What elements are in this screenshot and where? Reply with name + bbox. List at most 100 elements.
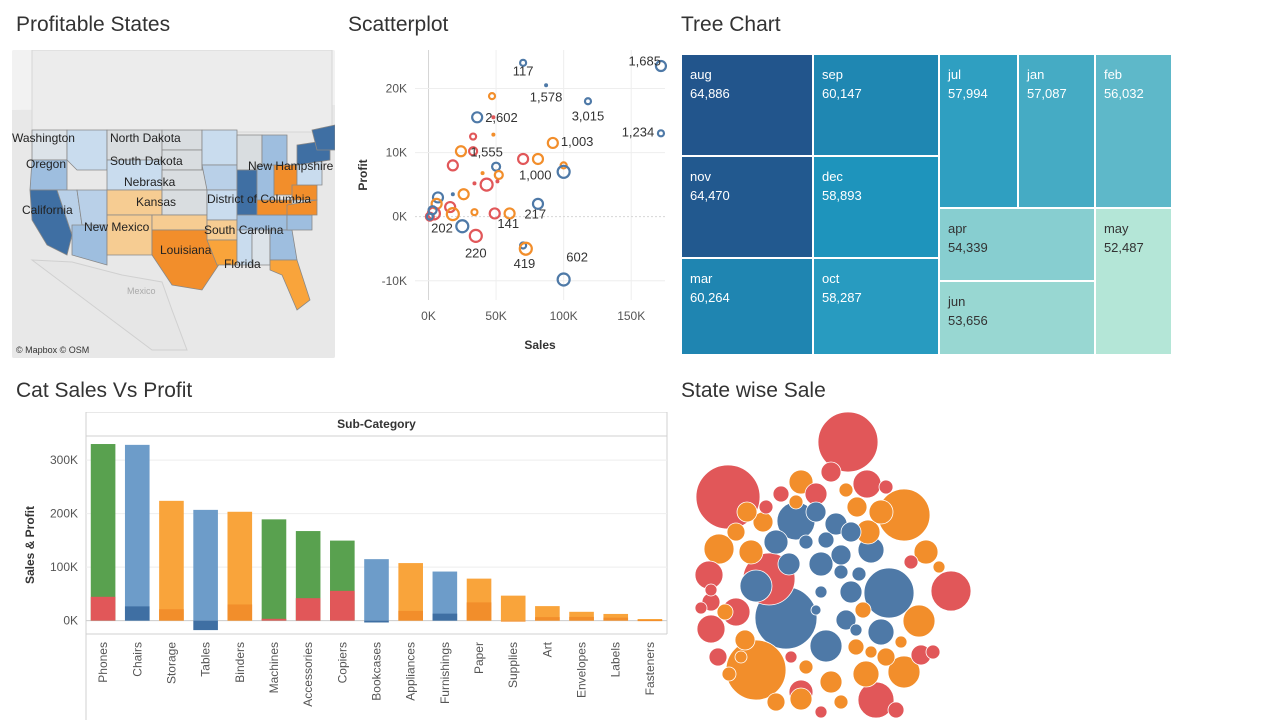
scatter-x-tick: 150K	[617, 309, 645, 323]
map-state-labels: Washington North Dakota Oregon South Dak…	[12, 131, 334, 271]
treemap-value-label: 64,470	[690, 188, 730, 203]
scatter-data-label: 202	[431, 221, 453, 236]
state-north-carolina	[286, 199, 318, 216]
treemap-cell-feb[interactable]: feb 56,032	[1094, 54, 1172, 209]
state-bubble	[726, 522, 746, 542]
scatter-point	[491, 132, 496, 137]
scatter-point	[445, 207, 460, 222]
bar-y-label: Sales & Profit	[23, 506, 37, 584]
bar-category-label: Storage	[164, 642, 178, 684]
scatter-point	[457, 188, 470, 201]
bar-profit	[466, 602, 492, 621]
scatter-point	[546, 136, 559, 150]
treemap-cell-dec[interactable]: dec 58,893	[812, 156, 939, 259]
state-bubble	[777, 552, 801, 576]
map-label: New Mexico	[84, 220, 150, 234]
treemap-cell-oct[interactable]: oct 58,287	[812, 258, 939, 355]
treemap-cell-mar[interactable]: mar 60,264	[681, 258, 813, 355]
bar-category-label: Paper	[472, 642, 486, 674]
treemap-month-label: jan	[1026, 67, 1045, 82]
state-bubble	[847, 638, 865, 656]
scatter-point	[472, 181, 477, 186]
scatter-data-label: 220	[465, 246, 487, 261]
map-credit: © Mapbox © OSM	[16, 345, 90, 355]
scatter-chart[interactable]: 0K 50K 100K 150K -10K 0K 10K 20K Sales Profit 117 1…	[340, 45, 670, 365]
bar-profit	[535, 617, 560, 621]
state-bubble	[902, 604, 936, 638]
state-bubble	[840, 521, 862, 543]
treemap-month-label: mar	[690, 271, 713, 287]
state-bubble	[838, 482, 854, 498]
treemap-value-label: 60,147	[821, 86, 862, 101]
bar-category-label: Fasteners	[643, 642, 657, 695]
treemap-month-label: aug	[690, 67, 712, 82]
profitable-states-map[interactable]: Washington North Dakota Oregon South Dak…	[12, 50, 335, 358]
treemap-cell-may[interactable]: may 52,487	[1094, 208, 1172, 355]
state-bubble	[798, 659, 814, 675]
scatter-y-tick: -10K	[382, 274, 407, 288]
state-bubble	[930, 570, 972, 612]
state-bubble	[830, 544, 852, 566]
scatter-data-label: 1,003	[561, 134, 594, 149]
state-bubble	[903, 554, 919, 570]
bar-profit	[432, 613, 458, 621]
scatter-y-tick: 10K	[386, 146, 407, 160]
bar-sales	[637, 619, 663, 621]
state-bubble	[704, 583, 718, 597]
treemap-cell-jun[interactable]: jun 53,656	[938, 281, 1095, 355]
scatter-point	[487, 92, 497, 101]
bar-category-label: Chairs	[130, 642, 144, 677]
bar-profit	[227, 604, 253, 621]
bar-category-label: Appliances	[404, 642, 418, 701]
treemap-cell-nov[interactable]: nov 64,470	[681, 156, 813, 259]
bar-category-label: Supplies	[506, 642, 520, 688]
state-bubble	[839, 580, 863, 604]
scatter-point	[480, 171, 485, 176]
bar-category-label: Copiers	[335, 642, 349, 683]
state-bubble	[805, 501, 827, 523]
state-florida	[269, 259, 311, 311]
bar-sales	[261, 519, 287, 621]
state-bubble	[766, 692, 786, 712]
treemap-cell-sep[interactable]: sep 60,147	[812, 54, 939, 156]
treemap-cell-jul[interactable]: jul 57,994	[938, 54, 1018, 209]
tree-title: Tree Chart	[681, 13, 781, 36]
state-bubble	[887, 701, 905, 719]
state-idaho	[66, 129, 108, 171]
scatter-data-label: 3,015	[572, 109, 605, 124]
bar-chart[interactable]: Sub-Category 0K 100K 200K 300K Sales & Profit…	[12, 412, 672, 720]
bar-category-label: Binders	[233, 642, 247, 683]
bar-profit	[364, 620, 389, 623]
bar-sales	[193, 509, 218, 621]
treemap-month-label: jun	[947, 294, 966, 309]
treemap-cell-jan[interactable]: jan 57,087	[1017, 54, 1095, 209]
treemap-value-label: 53,656	[947, 313, 988, 328]
bar-sales	[124, 444, 150, 621]
scatter-x-label: Sales	[524, 338, 556, 352]
treemap-cell-apr[interactable]: apr 54,339	[938, 208, 1095, 281]
treemap-value-label: 58,287	[821, 290, 862, 306]
treemap-month-label: nov	[690, 169, 711, 184]
scatter-point	[446, 159, 459, 172]
state-minnesota	[201, 129, 238, 166]
map-label: Washington	[12, 131, 75, 145]
bar-profit	[569, 616, 594, 621]
scatter-point	[470, 208, 479, 217]
tree-chart[interactable]: aug 64,886 nov 64,470 mar 60,264 sep 60,147 dec 5…	[681, 54, 1172, 355]
bar-profit	[193, 620, 218, 631]
state-bubble	[868, 499, 894, 525]
bubble-chart[interactable]	[681, 412, 981, 720]
scatter-point	[471, 111, 484, 124]
scatter-data-label: 1,234	[622, 125, 655, 140]
bar-sales	[432, 571, 458, 621]
bar-category-label: Tables	[199, 642, 213, 677]
treemap-cell-aug[interactable]: aug 64,886	[681, 54, 813, 156]
scatter-point	[518, 241, 533, 256]
map-label: Nebraska	[124, 175, 176, 189]
state-bubble	[833, 694, 849, 710]
state-bubble	[814, 705, 828, 719]
scatter-point	[490, 161, 502, 172]
scatter-point	[556, 272, 571, 287]
map-label: Oregon	[26, 157, 66, 171]
map-title: Profitable States	[16, 13, 171, 36]
